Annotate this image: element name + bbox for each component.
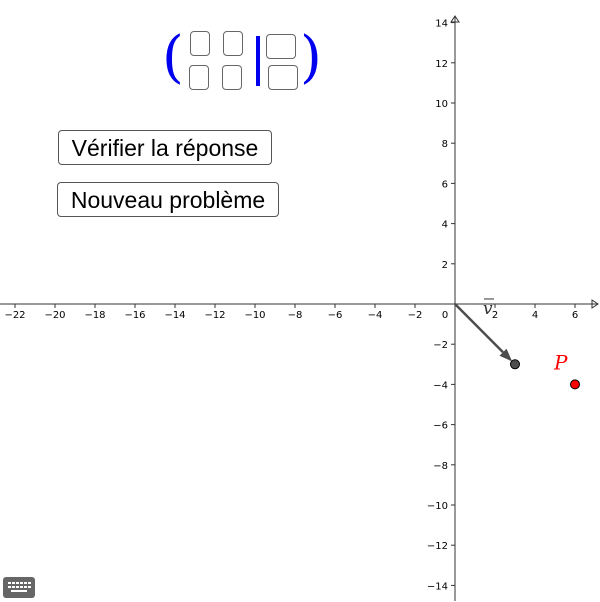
x-tick-label: −8 [288, 310, 303, 321]
y-tick-label: 6 [442, 179, 448, 190]
point-p-label: P [553, 350, 568, 374]
vector-label: v [483, 299, 493, 319]
x-tick-label: −22 [4, 310, 25, 321]
x-tick-label: 6 [572, 310, 578, 321]
x-tick-label: 0 [442, 310, 448, 321]
x-tick-label: 4 [532, 310, 538, 321]
x-tick-label: −20 [44, 310, 65, 321]
point-p[interactable] [570, 379, 580, 390]
check-answer-button[interactable]: Vérifier la réponse [58, 130, 272, 165]
y-tick-label: 12 [435, 59, 448, 70]
left-parenthesis: ( [162, 25, 184, 90]
y-tick-label: −14 [427, 581, 448, 592]
x-tick-label: −14 [164, 310, 185, 321]
y-tick-label: −4 [433, 380, 448, 391]
vector-arrowhead [499, 348, 513, 362]
x-tick-label: −12 [204, 310, 225, 321]
keyboard-icon[interactable] [3, 577, 35, 598]
y-tick-label: −8 [433, 461, 448, 472]
vector-end-point[interactable] [510, 359, 520, 370]
y-tick-label: 2 [442, 260, 448, 271]
x-tick-label: 2 [492, 310, 498, 321]
x-tick-label: −4 [368, 310, 383, 321]
matrix-cell-2-1[interactable] [189, 65, 209, 90]
y-tick-label: −2 [433, 340, 448, 351]
matrix-cell-2-2[interactable] [222, 65, 242, 90]
y-tick-label: −12 [427, 541, 448, 552]
matrix-separator [256, 36, 260, 86]
y-tick-label: 4 [442, 220, 448, 231]
y-axis-arrow [450, 15, 460, 23]
matrix-cell-1-1[interactable] [190, 31, 210, 56]
augmented-cell-1[interactable] [266, 34, 296, 59]
y-tick-label: 10 [435, 99, 448, 110]
x-tick-label: −2 [408, 310, 423, 321]
matrix-input: ( ) [160, 28, 322, 94]
x-axis-arrow [591, 299, 599, 309]
axis-ticks [14, 22, 576, 586]
tick-labels: −22 −20 −18 −16 −14 −12 −10 −8 −6 −4 −2 0 2 4 61412108… [4, 19, 578, 593]
new-problem-button[interactable]: Nouveau problème [57, 182, 279, 217]
vector-v[interactable] [454, 303, 504, 354]
augmented-cell-2[interactable] [268, 65, 298, 90]
x-tick-label: −10 [244, 310, 265, 321]
x-tick-label: −6 [328, 310, 343, 321]
x-tick-label: −18 [84, 310, 105, 321]
y-tick-label: 8 [442, 139, 448, 150]
x-tick-label: −16 [124, 310, 145, 321]
y-tick-label: 14 [435, 19, 448, 30]
y-tick-label: −10 [427, 501, 448, 512]
right-parenthesis: ) [300, 25, 322, 90]
y-tick-label: −6 [433, 421, 448, 432]
matrix-cell-1-2[interactable] [223, 31, 243, 56]
